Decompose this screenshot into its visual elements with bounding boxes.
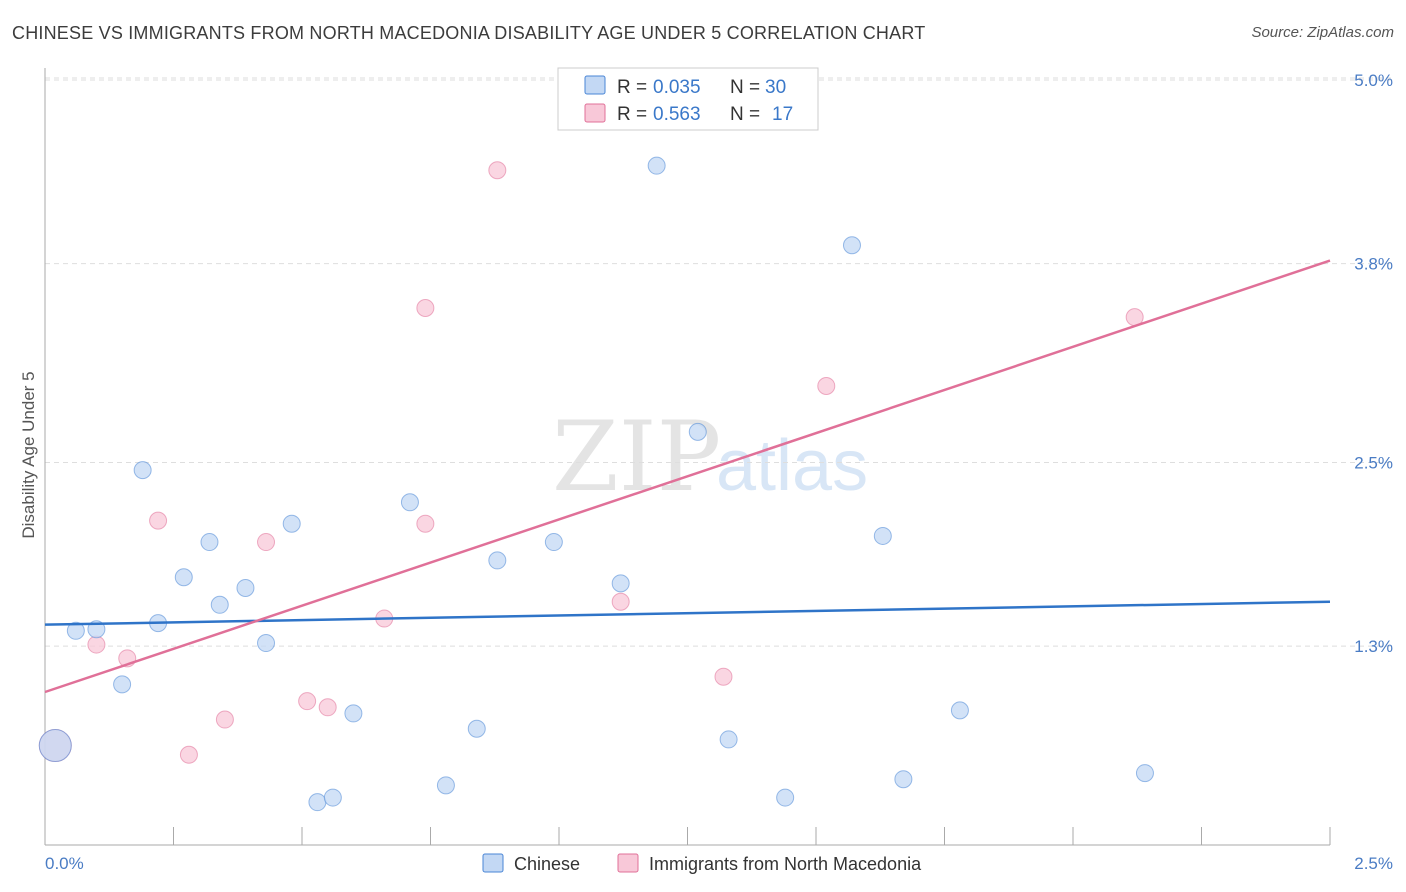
trend-lines (44, 259, 1331, 694)
point-chinese (200, 533, 219, 552)
point-chinese (66, 621, 85, 640)
y-axis-label: Disability Age Under 5 (19, 371, 38, 538)
point-macedonia (87, 635, 106, 654)
y-tick-label: 1.3% (1354, 637, 1393, 656)
legend-r-value-2: 0.563 (653, 104, 701, 125)
point-macedonia (416, 298, 435, 317)
point-chinese (38, 729, 72, 763)
legend-n-label-1: N = (730, 77, 760, 98)
chart-title: CHINESE VS IMMIGRANTS FROM NORTH MACEDON… (12, 23, 926, 43)
point-macedonia (714, 667, 733, 686)
point-chinese (308, 793, 327, 812)
legend-n-value-1: 30 (765, 77, 786, 98)
point-chinese (133, 461, 152, 480)
x-ticks (173, 827, 1331, 845)
legend-n-label-2: N = (730, 104, 760, 125)
y-tick-label: 3.8% (1354, 255, 1393, 274)
point-chinese (113, 675, 132, 694)
point-chinese (436, 776, 455, 795)
gridlines (45, 77, 1393, 647)
point-macedonia (215, 710, 234, 729)
point-chinese (467, 719, 486, 738)
point-macedonia (318, 698, 337, 717)
bottom-legend-label-macedonia: Immigrants from North Macedonia (649, 854, 922, 874)
watermark-zip: ZIP (552, 401, 721, 513)
point-chinese (950, 701, 969, 720)
bottom-legend-label-chinese: Chinese (514, 854, 580, 874)
legend-r-label-1: R = (617, 77, 647, 98)
point-chinese (400, 493, 419, 512)
point-chinese (210, 595, 229, 614)
point-macedonia (298, 692, 317, 711)
bottom-legend-swatch-macedonia (617, 853, 639, 873)
point-chinese (842, 236, 861, 255)
point-chinese (647, 156, 666, 175)
point-chinese (611, 574, 630, 593)
y-tick-label: 2.5% (1354, 454, 1393, 473)
legend-r-value-1: 0.035 (653, 77, 701, 98)
point-chinese (873, 526, 892, 545)
point-macedonia (488, 161, 507, 180)
x-tick-label-min: 0.0% (45, 854, 84, 873)
point-chinese (257, 634, 276, 653)
watermark-atlas: atlas (716, 426, 868, 506)
legend-swatch-chinese (584, 75, 606, 95)
point-chinese (323, 788, 342, 807)
point-macedonia (149, 511, 168, 530)
point-chinese (894, 770, 913, 789)
point-macedonia (179, 745, 198, 764)
trend-line-chinese (44, 600, 1331, 626)
point-chinese (344, 704, 363, 723)
bottom-legend: Chinese Immigrants from North Macedonia (482, 853, 922, 874)
x-tick-label-max: 2.5% (1354, 854, 1393, 873)
point-macedonia (257, 533, 276, 552)
bottom-legend-swatch-chinese (482, 853, 504, 873)
point-chinese (776, 788, 795, 807)
point-chinese (174, 568, 193, 587)
point-chinese (488, 551, 507, 570)
trend-line-macedonia (44, 259, 1331, 694)
point-chinese (282, 514, 301, 533)
legend-r-label-2: R = (617, 104, 647, 125)
point-macedonia (416, 514, 435, 533)
point-chinese (719, 730, 738, 749)
point-chinese (544, 533, 563, 552)
point-chinese (236, 578, 255, 597)
point-macedonia (611, 592, 630, 611)
legend-swatch-macedonia (584, 103, 606, 123)
legend-box: R = 0.035 N = 30 R = 0.563 N = 17 (557, 67, 819, 131)
y-tick-label: 5.0% (1354, 71, 1393, 90)
legend-n-value-2: 17 (772, 104, 793, 125)
point-chinese (1135, 764, 1154, 783)
source-label: Source: ZipAtlas.com (1251, 24, 1394, 41)
point-macedonia (817, 377, 836, 395)
y-tick-labels: 1.3% 2.5% 3.8% 5.0% (1354, 71, 1393, 656)
point-chinese (688, 422, 707, 441)
